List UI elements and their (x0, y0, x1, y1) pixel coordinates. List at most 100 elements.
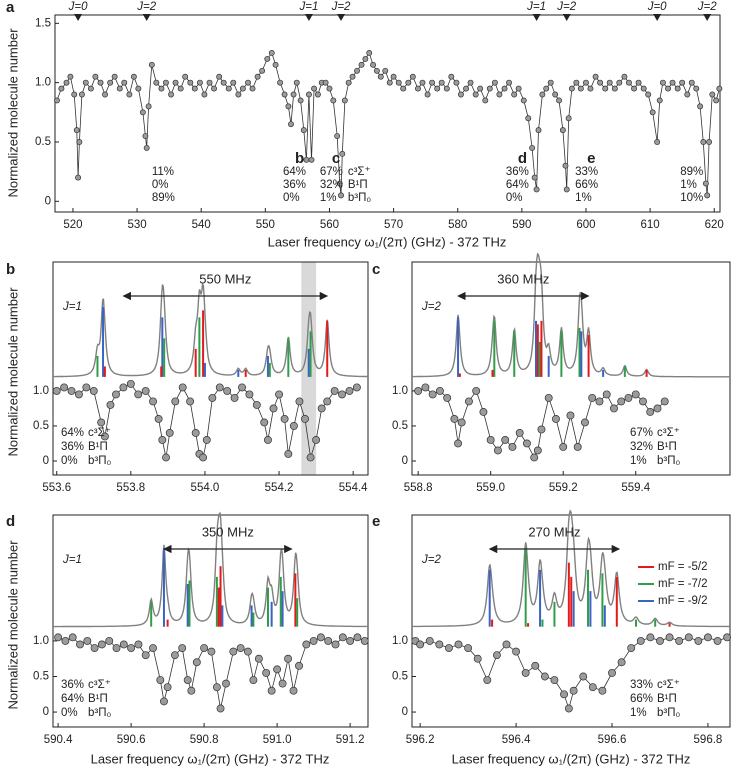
data-point (254, 654, 263, 663)
data-point (83, 636, 92, 645)
data-point (573, 79, 580, 86)
data-point (300, 127, 307, 134)
data-point (153, 79, 160, 86)
y-tick-label: 1.0 (392, 385, 408, 397)
data-point (473, 654, 482, 663)
data-point (556, 97, 562, 104)
data-point (260, 418, 269, 427)
data-point (382, 67, 389, 74)
x-tick-label: 590.6 (117, 734, 146, 746)
x-tick-label: 550 (256, 219, 275, 231)
span-label: 360 MHz (497, 271, 549, 286)
data-point (349, 73, 356, 80)
data-point (463, 85, 470, 92)
data-point (308, 156, 315, 163)
data-point (249, 85, 256, 92)
x-tick-label: 596.2 (406, 734, 435, 746)
data-point (273, 665, 282, 674)
data-point (577, 85, 584, 92)
data-point (278, 679, 287, 688)
data-point (675, 636, 684, 645)
data-point (588, 393, 597, 402)
composition-value: 1% (630, 455, 647, 467)
data-point (448, 73, 455, 80)
data-point (631, 390, 640, 399)
x-tick-label: 590.4 (44, 734, 73, 746)
data-point (89, 386, 98, 395)
data-point (533, 446, 542, 455)
data-point (82, 79, 89, 86)
data-point (560, 690, 568, 699)
x-tick-label: 553.6 (42, 482, 71, 494)
y-tick-label: 0 (43, 706, 49, 718)
data-point (268, 50, 275, 56)
data-point (358, 61, 365, 68)
data-point (559, 443, 568, 451)
data-point (552, 414, 560, 423)
data-point (235, 91, 242, 98)
data-point (617, 658, 626, 667)
data-point (646, 633, 655, 642)
data-point (674, 85, 681, 92)
data-point (220, 79, 227, 86)
data-point (100, 432, 109, 441)
data-point (87, 85, 94, 92)
data-point (305, 91, 312, 98)
composition-value: 89% (680, 166, 703, 178)
data-point (611, 85, 618, 92)
data-point (616, 79, 623, 86)
composition-value: 89% (152, 192, 175, 204)
composition-value: 1% (320, 192, 337, 204)
y-tick-label: 0 (45, 195, 51, 207)
data-point (301, 414, 309, 423)
data-point (177, 85, 184, 92)
x-axis-label: Laser frequency ω₁/(2π) (GHz) - 372 THz (268, 234, 507, 249)
data-point (324, 636, 333, 645)
data-point (583, 79, 589, 86)
data-point (302, 640, 311, 649)
composition-value: 11% (152, 166, 174, 178)
data-point (259, 67, 266, 74)
data-point (477, 85, 484, 92)
data-point (171, 397, 180, 406)
x-tick-label: 570 (384, 219, 403, 231)
composition-letter: b (295, 150, 304, 167)
composition-value: 64% (61, 693, 84, 705)
data-point (502, 640, 511, 649)
data-point (191, 85, 198, 92)
data-point (303, 156, 310, 163)
data-point (107, 79, 114, 86)
level-marker-label: J=2 (136, 1, 156, 13)
span-label: 350 MHz (202, 524, 254, 539)
data-point (111, 73, 118, 80)
data-point (288, 121, 294, 128)
data-point (289, 686, 298, 695)
data-point (208, 393, 217, 402)
data-point (52, 386, 61, 395)
data-point (317, 404, 326, 413)
composition-value: 0% (283, 192, 300, 204)
data-point (443, 85, 450, 92)
data-point (196, 79, 203, 86)
data-point (267, 686, 276, 695)
x-tick-label: 559.0 (476, 482, 505, 494)
data-point (659, 79, 666, 86)
data-point (212, 683, 221, 692)
data-point (366, 50, 373, 56)
data-point (552, 91, 559, 98)
composition-value: 66% (630, 693, 653, 705)
simulated-envelope (412, 252, 730, 378)
data-point (654, 139, 661, 145)
data-point (559, 127, 566, 134)
data-point (211, 85, 217, 92)
x-tick-label: 596.6 (598, 734, 627, 746)
data-point (191, 429, 200, 437)
level-marker (142, 14, 151, 21)
data-point (565, 115, 572, 122)
data-point (486, 436, 495, 444)
data-point (566, 411, 575, 420)
data-point (438, 79, 445, 86)
level-marker (74, 14, 83, 21)
level-marker-label: J=2 (331, 1, 351, 13)
